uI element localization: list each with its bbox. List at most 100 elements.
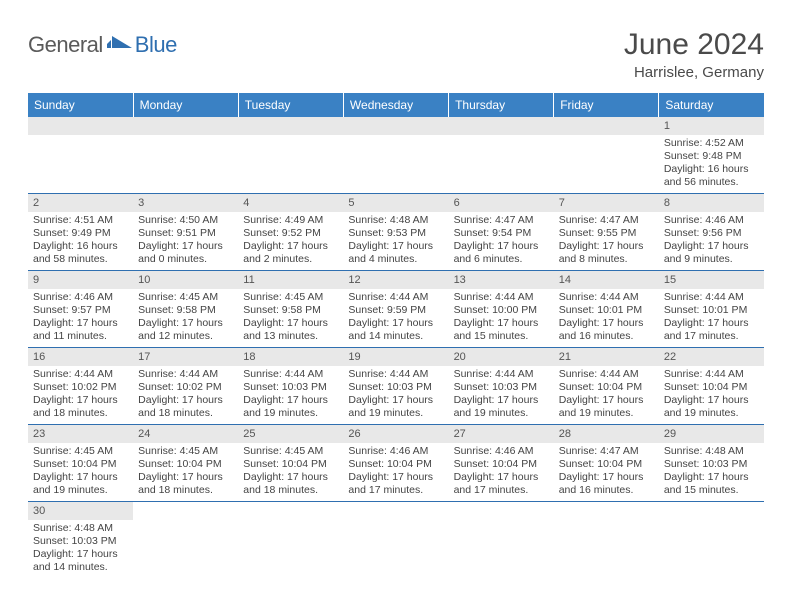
calendar-cell <box>449 117 554 194</box>
day-data: Sunrise: 4:45 AMSunset: 9:58 PMDaylight:… <box>133 289 238 347</box>
day-data: Sunrise: 4:46 AMSunset: 10:04 PMDaylight… <box>449 443 554 501</box>
day-number: 28 <box>554 425 659 443</box>
day-number: 19 <box>343 348 448 366</box>
calendar-cell: 13Sunrise: 4:44 AMSunset: 10:00 PMDaylig… <box>449 271 554 348</box>
calendar-cell: 26Sunrise: 4:46 AMSunset: 10:04 PMDaylig… <box>343 425 448 502</box>
calendar-cell: 21Sunrise: 4:44 AMSunset: 10:04 PMDaylig… <box>554 348 659 425</box>
page: General Blue June 2024 Harrislee, German… <box>0 0 792 588</box>
title-block: June 2024 Harrislee, Germany <box>624 28 764 81</box>
logo-text-blue: Blue <box>135 32 177 58</box>
day-number: 23 <box>28 425 133 443</box>
day-number: 20 <box>449 348 554 366</box>
calendar-cell: 9Sunrise: 4:46 AMSunset: 9:57 PMDaylight… <box>28 271 133 348</box>
day-number: 24 <box>133 425 238 443</box>
day-number: 12 <box>343 271 448 289</box>
day-data: Sunrise: 4:44 AMSunset: 10:01 PMDaylight… <box>554 289 659 347</box>
location: Harrislee, Germany <box>624 64 764 81</box>
day-number: 18 <box>238 348 343 366</box>
calendar-cell: 27Sunrise: 4:46 AMSunset: 10:04 PMDaylig… <box>449 425 554 502</box>
weekday-header: Thursday <box>449 93 554 117</box>
calendar-cell: 29Sunrise: 4:48 AMSunset: 10:03 PMDaylig… <box>659 425 764 502</box>
day-number: 14 <box>554 271 659 289</box>
day-data: Sunrise: 4:45 AMSunset: 10:04 PMDaylight… <box>28 443 133 501</box>
day-data: Sunrise: 4:47 AMSunset: 9:54 PMDaylight:… <box>449 212 554 270</box>
calendar-cell: 28Sunrise: 4:47 AMSunset: 10:04 PMDaylig… <box>554 425 659 502</box>
weekday-row: SundayMondayTuesdayWednesdayThursdayFrid… <box>28 93 764 117</box>
calendar-cell <box>238 117 343 194</box>
calendar-cell: 20Sunrise: 4:44 AMSunset: 10:03 PMDaylig… <box>449 348 554 425</box>
calendar-cell <box>554 502 659 579</box>
empty-daynum <box>238 117 343 135</box>
calendar-cell: 19Sunrise: 4:44 AMSunset: 10:03 PMDaylig… <box>343 348 448 425</box>
calendar-cell <box>659 502 764 579</box>
day-number: 26 <box>343 425 448 443</box>
calendar-cell: 12Sunrise: 4:44 AMSunset: 9:59 PMDayligh… <box>343 271 448 348</box>
day-data: Sunrise: 4:44 AMSunset: 10:04 PMDaylight… <box>554 366 659 424</box>
day-data: Sunrise: 4:44 AMSunset: 10:03 PMDaylight… <box>238 366 343 424</box>
calendar-cell: 25Sunrise: 4:45 AMSunset: 10:04 PMDaylig… <box>238 425 343 502</box>
logo: General Blue <box>28 28 179 58</box>
day-data: Sunrise: 4:45 AMSunset: 10:04 PMDaylight… <box>238 443 343 501</box>
day-number: 11 <box>238 271 343 289</box>
day-data: Sunrise: 4:45 AMSunset: 9:58 PMDaylight:… <box>238 289 343 347</box>
calendar-row: 16Sunrise: 4:44 AMSunset: 10:02 PMDaylig… <box>28 348 764 425</box>
day-data: Sunrise: 4:48 AMSunset: 9:53 PMDaylight:… <box>343 212 448 270</box>
calendar-cell: 3Sunrise: 4:50 AMSunset: 9:51 PMDaylight… <box>133 194 238 271</box>
weekday-header: Wednesday <box>343 93 448 117</box>
calendar-cell: 11Sunrise: 4:45 AMSunset: 9:58 PMDayligh… <box>238 271 343 348</box>
calendar-cell: 7Sunrise: 4:47 AMSunset: 9:55 PMDaylight… <box>554 194 659 271</box>
calendar-cell <box>133 117 238 194</box>
day-number: 21 <box>554 348 659 366</box>
day-data: Sunrise: 4:50 AMSunset: 9:51 PMDaylight:… <box>133 212 238 270</box>
calendar-cell: 4Sunrise: 4:49 AMSunset: 9:52 PMDaylight… <box>238 194 343 271</box>
calendar-row: 1Sunrise: 4:52 AMSunset: 9:48 PMDaylight… <box>28 117 764 194</box>
calendar-cell: 2Sunrise: 4:51 AMSunset: 9:49 PMDaylight… <box>28 194 133 271</box>
weekday-header: Tuesday <box>238 93 343 117</box>
header: General Blue June 2024 Harrislee, German… <box>28 28 764 81</box>
weekday-header: Monday <box>133 93 238 117</box>
calendar-body: 1Sunrise: 4:52 AMSunset: 9:48 PMDaylight… <box>28 117 764 578</box>
day-data: Sunrise: 4:47 AMSunset: 10:04 PMDaylight… <box>554 443 659 501</box>
logo-text-general: General <box>28 32 103 58</box>
day-number: 29 <box>659 425 764 443</box>
calendar-cell: 22Sunrise: 4:44 AMSunset: 10:04 PMDaylig… <box>659 348 764 425</box>
day-number: 6 <box>449 194 554 212</box>
month-title: June 2024 <box>624 28 764 62</box>
day-data: Sunrise: 4:46 AMSunset: 9:56 PMDaylight:… <box>659 212 764 270</box>
logo-mark-icon <box>107 33 133 58</box>
day-number: 3 <box>133 194 238 212</box>
day-data: Sunrise: 4:44 AMSunset: 9:59 PMDaylight:… <box>343 289 448 347</box>
day-data: Sunrise: 4:46 AMSunset: 10:04 PMDaylight… <box>343 443 448 501</box>
calendar-cell <box>133 502 238 579</box>
calendar-cell: 15Sunrise: 4:44 AMSunset: 10:01 PMDaylig… <box>659 271 764 348</box>
day-number: 22 <box>659 348 764 366</box>
day-number: 9 <box>28 271 133 289</box>
empty-daynum <box>28 117 133 135</box>
day-number: 17 <box>133 348 238 366</box>
calendar-cell: 14Sunrise: 4:44 AMSunset: 10:01 PMDaylig… <box>554 271 659 348</box>
calendar-cell <box>449 502 554 579</box>
calendar-cell: 1Sunrise: 4:52 AMSunset: 9:48 PMDaylight… <box>659 117 764 194</box>
calendar-row: 23Sunrise: 4:45 AMSunset: 10:04 PMDaylig… <box>28 425 764 502</box>
empty-daynum <box>554 117 659 135</box>
calendar-cell: 16Sunrise: 4:44 AMSunset: 10:02 PMDaylig… <box>28 348 133 425</box>
day-data: Sunrise: 4:44 AMSunset: 10:02 PMDaylight… <box>28 366 133 424</box>
calendar-cell: 10Sunrise: 4:45 AMSunset: 9:58 PMDayligh… <box>133 271 238 348</box>
calendar-cell: 5Sunrise: 4:48 AMSunset: 9:53 PMDaylight… <box>343 194 448 271</box>
day-number: 5 <box>343 194 448 212</box>
calendar-cell: 30Sunrise: 4:48 AMSunset: 10:03 PMDaylig… <box>28 502 133 579</box>
day-number: 2 <box>28 194 133 212</box>
calendar-row: 30Sunrise: 4:48 AMSunset: 10:03 PMDaylig… <box>28 502 764 579</box>
day-data: Sunrise: 4:44 AMSunset: 10:02 PMDaylight… <box>133 366 238 424</box>
calendar-cell: 8Sunrise: 4:46 AMSunset: 9:56 PMDaylight… <box>659 194 764 271</box>
day-data: Sunrise: 4:44 AMSunset: 10:03 PMDaylight… <box>343 366 448 424</box>
day-number: 30 <box>28 502 133 520</box>
calendar-row: 9Sunrise: 4:46 AMSunset: 9:57 PMDaylight… <box>28 271 764 348</box>
empty-daynum <box>449 117 554 135</box>
calendar-cell <box>28 117 133 194</box>
day-number: 25 <box>238 425 343 443</box>
calendar-row: 2Sunrise: 4:51 AMSunset: 9:49 PMDaylight… <box>28 194 764 271</box>
day-data: Sunrise: 4:47 AMSunset: 9:55 PMDaylight:… <box>554 212 659 270</box>
day-number: 27 <box>449 425 554 443</box>
day-data: Sunrise: 4:44 AMSunset: 10:03 PMDaylight… <box>449 366 554 424</box>
